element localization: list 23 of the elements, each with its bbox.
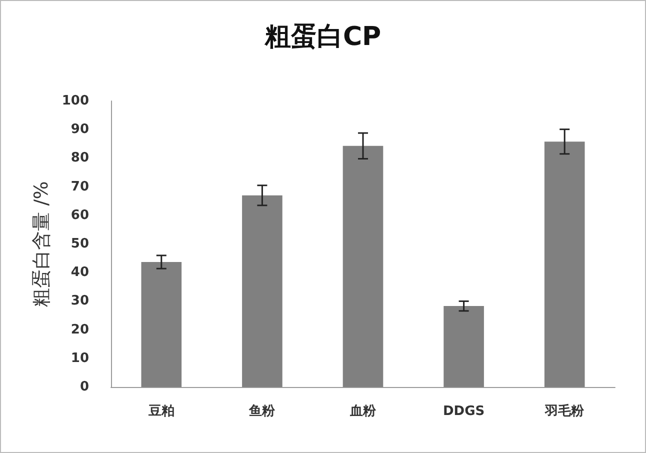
y-tick-label: 60 [70,208,89,223]
y-tick-label: 80 [70,150,89,166]
chart-title: 粗蛋白CP [264,22,382,52]
bar [141,262,182,387]
y-tick-label: 30 [70,294,89,309]
y-axis-title: 粗蛋白含量 /% [30,181,52,307]
y-tick-label: 100 [62,94,89,108]
bar [242,195,282,387]
x-tick-label: 血粉 [349,404,377,419]
y-tick-label: 50 [70,236,89,252]
y-tick-label: 0 [80,380,89,394]
bar [342,146,384,387]
y-tick-label: 20 [70,322,89,338]
x-tick-label: 羽毛粉 [544,403,586,419]
y-tick-label: 10 [70,350,89,366]
y-tick-label: 40 [70,265,89,280]
x-tick-label: 鱼粉 [248,404,276,419]
y-tick-label: 70 [70,179,89,194]
bar [444,306,484,387]
y-tick-label: 90 [70,122,89,138]
x-tick-label: 豆粕 [147,404,174,419]
bar [544,142,585,387]
x-tick-label: DDGS [442,404,485,419]
